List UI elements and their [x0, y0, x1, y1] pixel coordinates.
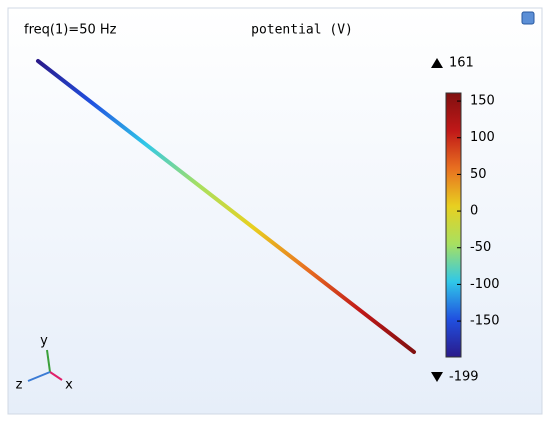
- toolbar-icon[interactable]: [521, 11, 535, 25]
- min-arrow: [431, 372, 443, 382]
- z-axis-arrow: [27, 371, 51, 382]
- colorbar-tick-label: -50: [470, 240, 491, 255]
- colorbar: [445, 92, 462, 358]
- axis-label: y: [40, 334, 48, 349]
- colorbar-tick-label: -150: [470, 314, 500, 329]
- triad: [27, 349, 63, 382]
- axis-label: z: [16, 378, 23, 393]
- max-arrow: [431, 58, 443, 68]
- chart-title: potential (V): [251, 23, 353, 38]
- annotation: freq(1)=50 Hz: [24, 23, 117, 38]
- max-label: 161: [449, 56, 474, 71]
- min-label: -199: [449, 370, 479, 385]
- y-axis-arrow: [46, 349, 51, 373]
- colorbar-tick-label: 100: [470, 130, 495, 145]
- colorbar-tick-label: -100: [470, 277, 500, 292]
- x-axis-arrow: [49, 371, 63, 381]
- axis-label: x: [65, 378, 73, 393]
- colorbar-tick-label: 150: [470, 94, 495, 109]
- potential-line: [36, 59, 416, 354]
- colorbar-tick-label: 50: [470, 167, 487, 182]
- colorbar-tick-label: 0: [470, 204, 478, 219]
